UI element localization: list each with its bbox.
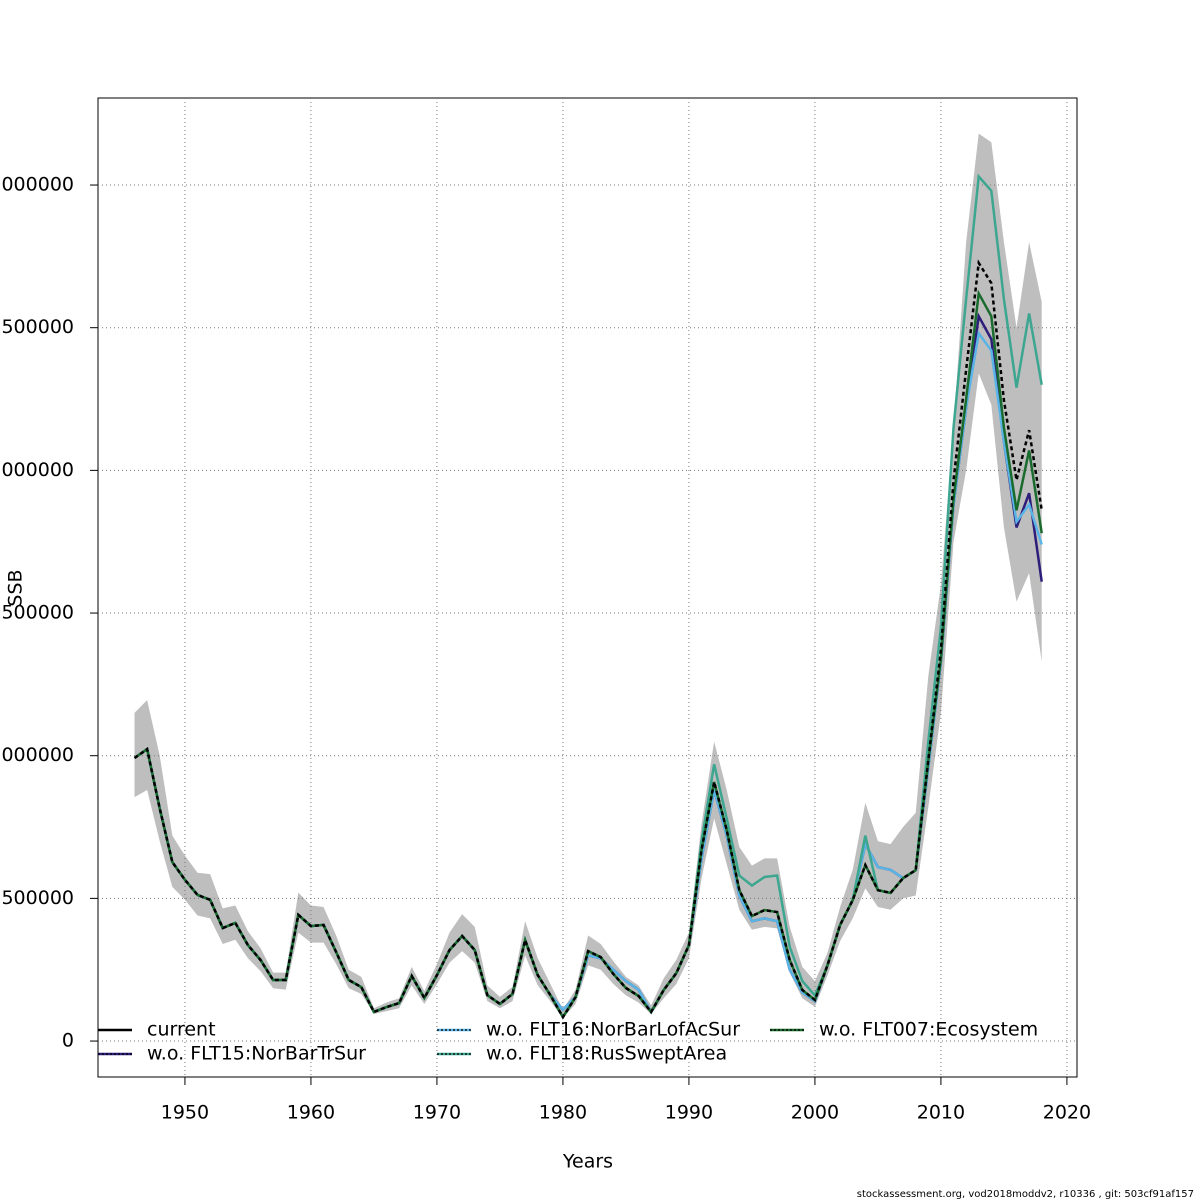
y-tick-label: 3000000 bbox=[0, 174, 74, 196]
legend-label: w.o. FLT007:Ecosystem bbox=[819, 1019, 1038, 1041]
footnote: stockassessment.org, vod2018moddv2, r103… bbox=[857, 1189, 1194, 1200]
series-line bbox=[133, 289, 1043, 1020]
x-tick-label: 1980 bbox=[539, 1102, 587, 1124]
series-line bbox=[133, 312, 1043, 1015]
y-tick-label: 2000000 bbox=[0, 459, 74, 481]
x-tick-label: 1950 bbox=[161, 1102, 209, 1124]
x-tick-label: 2000 bbox=[791, 1102, 839, 1124]
x-tick-label: 1970 bbox=[413, 1102, 461, 1124]
plot-frame bbox=[97, 97, 1078, 1078]
legend-label: w.o. FLT15:NorBarTrSur bbox=[147, 1043, 366, 1065]
y-tick-label: 1000000 bbox=[0, 744, 74, 766]
y-tick-label: 1500000 bbox=[0, 602, 74, 624]
y-axis-label: SSB bbox=[5, 569, 27, 606]
confidence-band bbox=[134, 133, 1042, 1019]
series-line bbox=[133, 259, 1043, 1020]
x-tick-label: 1960 bbox=[287, 1102, 335, 1124]
legend-label: current bbox=[147, 1019, 216, 1041]
legend-label: w.o. FLT18:RusSweptArea bbox=[486, 1043, 727, 1065]
y-tick-label: 500000 bbox=[1, 887, 74, 909]
legend-label: w.o. FLT16:NorBarLofAcSur bbox=[486, 1019, 740, 1041]
y-tick-label: 2500000 bbox=[0, 316, 74, 338]
series-line bbox=[133, 330, 1043, 1015]
x-tick-label: 2020 bbox=[1043, 1102, 1091, 1124]
x-tick-label: 2010 bbox=[917, 1102, 965, 1124]
y-tick-label: 0 bbox=[62, 1030, 74, 1052]
x-tick-label: 1990 bbox=[665, 1102, 713, 1124]
x-axis-label: Years bbox=[562, 1151, 613, 1173]
